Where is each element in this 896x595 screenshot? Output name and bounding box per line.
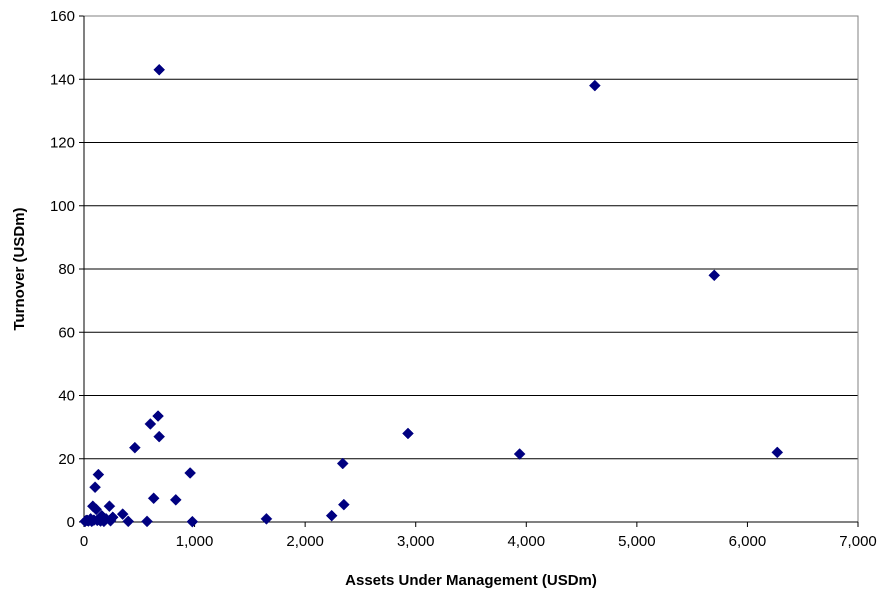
data-point: [104, 514, 117, 527]
x-tick-labels: 0 1,000 2,000 3,000 4,000 5,000 6,000 7,000: [80, 533, 877, 550]
y-axis-title: Turnover (USDm): [11, 207, 28, 330]
data-point: [116, 508, 129, 520]
y-tick-labels: 0 20 40 60 80 100 120 140 160: [50, 8, 75, 531]
x-axis-title: Assets Under Management (USDm): [345, 572, 597, 589]
data-point: [588, 79, 601, 92]
x-tick-label: 6,000: [729, 533, 767, 550]
data-point: [144, 418, 157, 430]
data-point: [186, 515, 199, 528]
x-tick-label: 1,000: [176, 533, 214, 550]
data-point: [90, 503, 103, 516]
data-point: [153, 430, 166, 443]
y-tick-label: 60: [58, 324, 75, 341]
y-tick-label: 20: [58, 451, 75, 468]
data-point: [708, 269, 721, 282]
x-tick-label: 5,000: [618, 533, 656, 550]
y-tick-label: 120: [50, 135, 75, 152]
axes: [79, 15, 859, 527]
data-point: [771, 446, 784, 459]
y-tick-label: 0: [67, 514, 75, 531]
x-tick-label: 2,000: [286, 533, 324, 550]
data-point: [169, 494, 182, 506]
x-tick-label: 3,000: [397, 533, 435, 550]
y-tick-label: 140: [50, 71, 75, 88]
data-point: [402, 427, 414, 440]
y-tick-label: 40: [58, 388, 75, 405]
data-point: [88, 514, 100, 526]
data-point: [337, 498, 350, 511]
x-tick-label: 4,000: [508, 533, 546, 550]
data-point: [184, 467, 197, 479]
data-point: [103, 500, 116, 513]
data-point: [122, 515, 135, 528]
x-tick-label: 0: [80, 533, 88, 550]
data-point: [147, 492, 160, 505]
y-tick-label: 100: [50, 198, 75, 215]
data-points: [79, 63, 784, 528]
data-point: [141, 515, 153, 528]
data-point: [92, 468, 105, 481]
y-tick-label: 80: [58, 261, 75, 278]
data-point: [513, 448, 526, 460]
gridlines: [84, 15, 858, 460]
x-tick-label: 7,000: [839, 533, 877, 550]
data-point: [336, 457, 349, 470]
data-point: [153, 63, 166, 76]
data-point: [129, 441, 141, 454]
data-point: [260, 512, 273, 525]
data-point: [325, 509, 338, 522]
data-point: [89, 481, 101, 494]
data-point: [152, 410, 164, 422]
y-tick-label: 160: [50, 8, 75, 25]
